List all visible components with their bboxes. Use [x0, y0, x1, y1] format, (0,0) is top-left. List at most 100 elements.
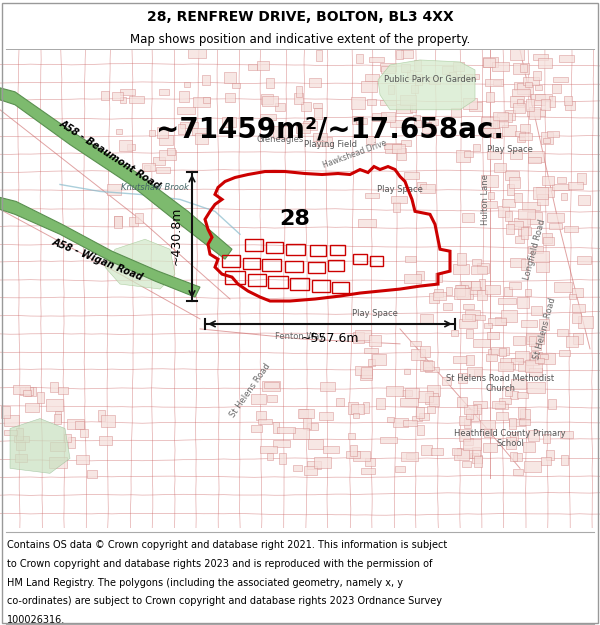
Bar — [481, 117, 499, 128]
Bar — [393, 419, 408, 427]
Bar — [257, 419, 272, 424]
Bar — [298, 409, 314, 418]
Bar — [225, 93, 235, 103]
Bar — [446, 287, 452, 294]
Bar — [286, 244, 305, 255]
Bar — [542, 233, 551, 243]
Bar — [481, 201, 497, 208]
Bar — [557, 177, 566, 183]
Bar — [454, 264, 469, 274]
Bar — [13, 386, 30, 394]
Bar — [577, 256, 592, 264]
Bar — [114, 216, 122, 226]
Bar — [453, 356, 467, 363]
Bar — [153, 157, 165, 165]
Bar — [510, 259, 525, 268]
Bar — [531, 251, 549, 262]
Bar — [380, 99, 396, 105]
Text: Longfield Road: Longfield Road — [523, 218, 547, 281]
Bar — [361, 81, 377, 92]
Bar — [464, 418, 471, 428]
Bar — [455, 284, 465, 296]
Bar — [467, 367, 482, 376]
Bar — [517, 392, 528, 398]
Bar — [87, 470, 97, 478]
Bar — [380, 437, 397, 443]
Bar — [370, 335, 382, 346]
Bar — [513, 336, 525, 345]
Bar — [554, 282, 572, 292]
Bar — [319, 412, 333, 421]
Bar — [427, 385, 440, 396]
Bar — [453, 62, 464, 71]
Bar — [367, 99, 376, 105]
Bar — [531, 351, 538, 357]
Bar — [472, 259, 481, 266]
Bar — [402, 391, 412, 396]
Bar — [466, 409, 473, 419]
Bar — [484, 443, 497, 452]
Bar — [510, 150, 522, 159]
Bar — [157, 127, 168, 138]
Bar — [471, 409, 479, 421]
Bar — [578, 316, 593, 328]
Bar — [484, 428, 492, 437]
Bar — [472, 455, 482, 463]
Bar — [421, 360, 433, 371]
Bar — [548, 399, 556, 409]
Bar — [411, 349, 425, 360]
Bar — [403, 420, 416, 426]
Bar — [458, 373, 467, 383]
Bar — [245, 239, 263, 251]
Bar — [525, 289, 532, 296]
Bar — [488, 318, 506, 326]
Bar — [527, 382, 545, 393]
Bar — [498, 298, 516, 304]
Bar — [452, 448, 461, 455]
Bar — [407, 70, 413, 79]
Bar — [401, 50, 413, 58]
Bar — [568, 182, 583, 189]
Bar — [191, 129, 208, 135]
Text: Play Space: Play Space — [487, 145, 533, 154]
Bar — [118, 169, 131, 176]
Bar — [431, 448, 443, 455]
Bar — [107, 184, 121, 195]
Bar — [457, 288, 473, 299]
Bar — [67, 419, 83, 429]
Text: Knutshaw Brook: Knutshaw Brook — [121, 183, 189, 192]
Bar — [429, 396, 439, 406]
Bar — [527, 157, 541, 163]
Bar — [520, 124, 530, 132]
Bar — [529, 107, 540, 119]
Bar — [313, 133, 327, 141]
Bar — [262, 381, 280, 391]
Bar — [360, 371, 372, 380]
Bar — [68, 437, 76, 448]
Text: ~71459m²/~17.658ac.: ~71459m²/~17.658ac. — [156, 116, 504, 144]
Bar — [179, 91, 188, 102]
Bar — [442, 377, 451, 385]
Bar — [419, 413, 430, 420]
Bar — [285, 261, 303, 272]
Bar — [308, 262, 325, 273]
Bar — [421, 445, 431, 456]
Bar — [356, 54, 362, 62]
Bar — [473, 339, 490, 347]
Bar — [511, 379, 526, 389]
Bar — [355, 366, 372, 375]
Bar — [262, 259, 281, 271]
Text: A58 - Wigan Road: A58 - Wigan Road — [51, 236, 145, 282]
Bar — [406, 256, 416, 262]
Bar — [15, 454, 27, 462]
Bar — [422, 121, 431, 133]
Text: Gleneagles: Gleneagles — [256, 135, 304, 144]
Bar — [560, 431, 572, 438]
Text: to Crown copyright and database rights 2023 and is reproduced with the permissio: to Crown copyright and database rights 2… — [7, 559, 433, 569]
Bar — [369, 57, 383, 63]
Bar — [384, 144, 401, 149]
Bar — [316, 49, 322, 61]
Bar — [58, 387, 68, 394]
Bar — [527, 151, 544, 162]
Text: St Helens Road: St Helens Road — [532, 297, 557, 361]
